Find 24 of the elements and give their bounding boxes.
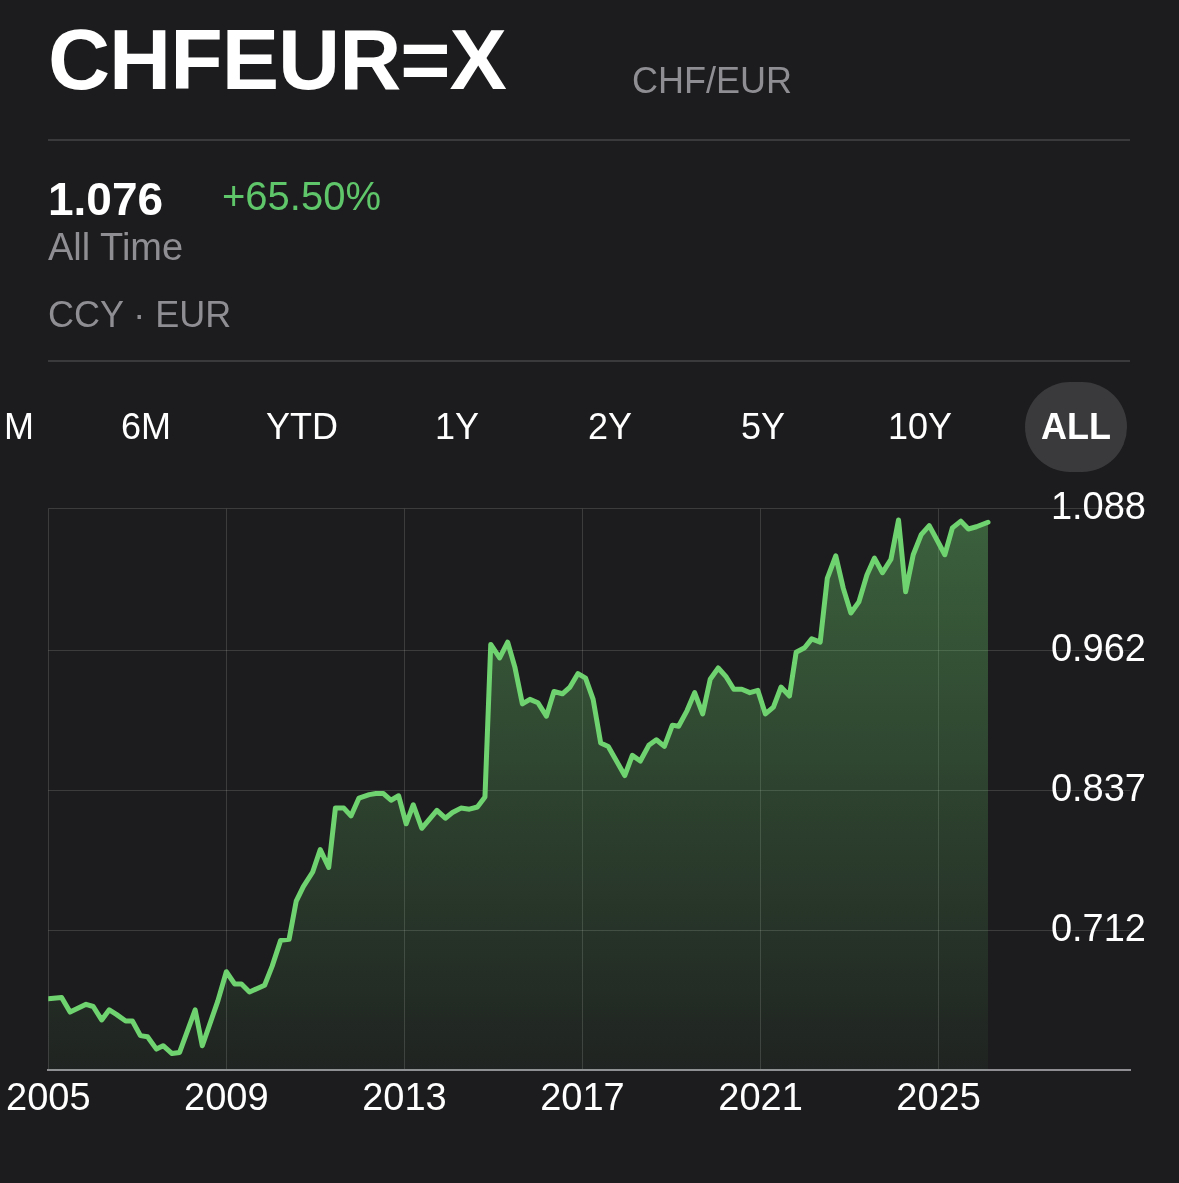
x-tick-label: 2013	[362, 1075, 447, 1118]
x-tick-label: 2025	[896, 1075, 981, 1118]
text: M	[3, 405, 35, 449]
text: 1.076	[48, 172, 164, 226]
x-tick-label: 2017	[540, 1075, 625, 1118]
text: 5Y	[740, 405, 786, 449]
y-tick-label: 0.712	[1050, 906, 1146, 949]
y-tick-label: 0.837	[1050, 766, 1146, 809]
y-tick-label: 1.088	[1050, 485, 1146, 528]
x-tick-label: 2005	[5, 1075, 91, 1118]
text: CCY · EUR	[48, 294, 232, 336]
x-tick-label: 2009	[184, 1075, 269, 1118]
text: YTD	[265, 405, 339, 449]
x-tick-label: 2021	[718, 1075, 803, 1118]
y-tick-label: 0.962	[1050, 626, 1146, 669]
text: 1Y	[434, 405, 480, 449]
text: ALL	[1025, 382, 1127, 472]
text: All Time	[48, 226, 184, 269]
chart-subtitle: CHF/EUR	[632, 60, 792, 102]
text: 2Y	[587, 405, 633, 449]
chart-title: CHFEUR=X	[48, 10, 506, 109]
text: 10Y	[886, 405, 954, 449]
text: +65.50%	[222, 174, 382, 219]
text: 6M	[120, 405, 172, 449]
